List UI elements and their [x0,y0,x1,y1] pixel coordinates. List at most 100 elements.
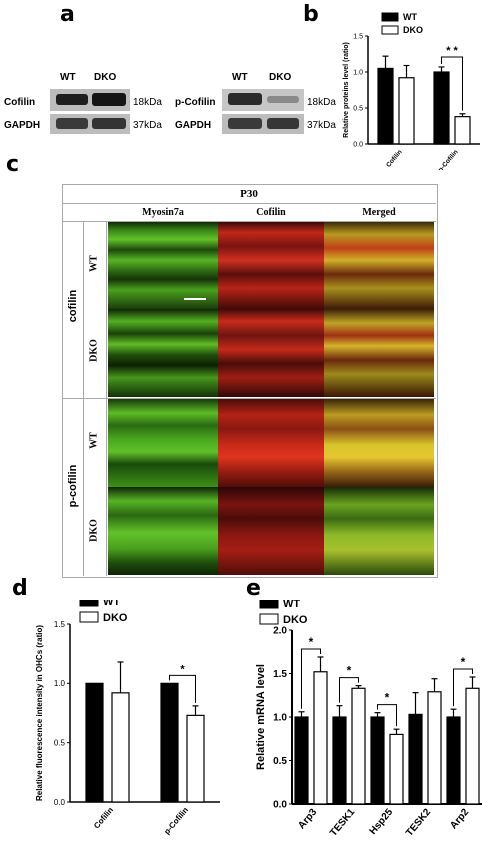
blot-band [267,96,299,103]
panel-letter-b: b [303,2,319,27]
blot-band [228,118,262,129]
x-tick-label: TESK2 [404,807,433,839]
bar [377,67,394,145]
y-tick-label: 2.0 [273,626,287,637]
x-tick-label: Arp3 [296,807,319,832]
y-axis-label: Relative mRNA level [255,664,267,770]
row-label-dko: DKO [88,339,100,362]
divider [62,221,436,222]
legend-label: DKO [403,25,423,35]
row-label-wt: WT [88,255,100,272]
bar [313,671,328,805]
microscopy-title: P30 [240,188,258,200]
row-label-wt: WT [88,432,100,449]
y-tick-label: 0.0 [273,800,287,811]
microscopy-image [108,309,218,397]
y-tick-label: 1.0 [353,69,363,76]
microscopy-image [324,222,434,309]
y-tick-label: 1.5 [273,669,287,680]
bar [446,716,461,805]
chart-e: 0.0 0.5 1.0 1.5 2.0 Relative mRNA level Arp3 TE… [255,600,482,839]
significance-bracket [169,674,196,703]
bar [294,716,309,805]
row-label-dko: DKO [88,519,100,542]
legend-label: DKO [283,614,308,626]
wb-row-label: p-Cofilin [175,97,216,108]
column-header-merged: Merged [362,207,396,218]
bar [332,716,347,805]
wb-row-label: Cofilin [4,97,36,108]
significance-star: * [461,655,466,669]
bar [351,687,366,805]
significance-star: * * [446,45,458,57]
blot-band [56,118,88,129]
y-tick-label: 0.0 [54,798,66,807]
y-tick-label: 0.5 [353,105,363,112]
x-tick-label: TESK1 [328,807,357,839]
x-tick-label: p-Cofilin [162,805,190,836]
microscopy-image [108,399,218,487]
y-axis-label: Relative proteins level (ratio) [343,42,350,138]
significance-star: * [347,664,352,678]
wb-kda: 18kDa [307,97,336,108]
y-tick-label: 1.5 [353,33,363,40]
y-tick-label: 0.5 [54,738,66,747]
wb-kda: 37kDa [307,120,336,131]
group-label-p-cofilin: p-cofilin [67,464,79,508]
x-tick-label: p-Cofilin [437,149,459,170]
significance-bracket [453,668,473,707]
bar [111,692,130,803]
panel-letter-d: d [12,576,28,601]
legend-swatch [79,600,99,607]
legend-swatch [259,600,279,609]
microscopy-image [324,399,434,487]
bar [408,713,423,805]
microscopy-image [108,487,218,575]
microscopy-image [218,399,324,487]
bar [186,714,205,803]
wb-header-wt: WT [60,72,76,83]
scale-bar [184,298,206,300]
column-header-cofilin: Cofilin [256,207,286,218]
microscopy-image [108,222,218,309]
bar [433,71,450,145]
blot-band [56,94,88,105]
bar [85,682,104,803]
legend-swatch [259,613,279,625]
y-tick-label: 0.0 [353,141,363,148]
wb-row-label: GAPDH [4,120,41,131]
blot-band [267,118,299,129]
microscopy-image [324,309,434,397]
y-tick-label: 1.5 [54,620,66,629]
x-tick-label: Cofilin [385,149,403,169]
significance-bracket [441,56,463,111]
microscopy-image [218,487,324,575]
microscopy-frame [62,184,438,578]
panel-letter-a: a [60,2,75,27]
y-tick-label: 1.0 [54,679,66,688]
column-header-myosin7a: Myosin7a [142,207,184,218]
y-axis-label: Relative fluorescence intensity in OHCs … [35,625,44,801]
wb-header-wt: WT [232,72,248,83]
bar [465,687,480,805]
microscopy-image [218,222,324,309]
significance-star: * [180,663,185,675]
y-tick-label: 0.5 [273,756,287,767]
x-tick-label: Hsp25 [368,807,396,837]
wb-kda: 37kDa [133,120,162,131]
significance-star: * [309,635,314,649]
wb-row-label: GAPDH [175,120,212,131]
legend-swatch [79,611,99,623]
group-label-cofilin: cofilin [67,289,79,323]
bar [160,682,179,803]
panel-letter-e: e [246,576,261,601]
x-tick-label: Arp2 [448,807,471,832]
significance-bracket [377,704,397,727]
bar [370,716,385,805]
microscopy-image [324,487,434,575]
legend-label: WT [283,600,300,610]
bar [398,77,415,145]
legend-label: DKO [103,612,128,624]
legend-swatch [381,12,399,22]
